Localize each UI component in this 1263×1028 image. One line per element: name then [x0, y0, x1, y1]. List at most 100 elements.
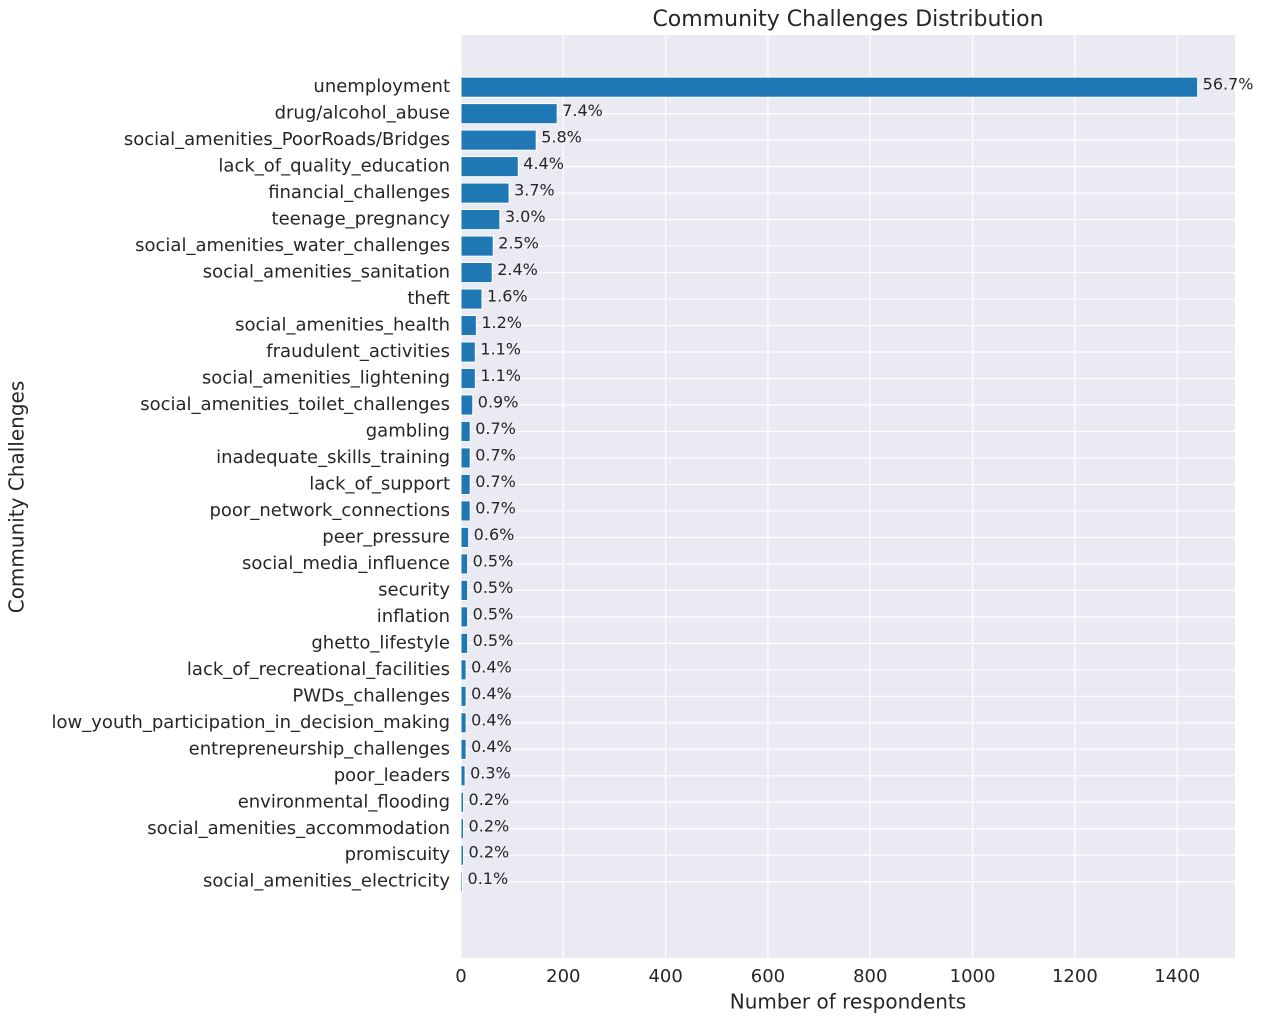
y-tick-label: drug/alcohol_abuse [275, 103, 450, 124]
y-tick-label: lack_of_support [309, 473, 450, 494]
value-label: 5.8% [541, 128, 582, 147]
y-tick-label: lack_of_quality_education [218, 156, 450, 177]
x-axis-label: Number of respondents [730, 990, 966, 1014]
y-tick-label: social_amenities_sanitation [203, 262, 450, 283]
y-tick-label: lack_of_recreational_facilities [187, 659, 450, 680]
y-tick-label: social_amenities_lightening [202, 368, 450, 389]
y-tick-label: inadequate_skills_training [216, 447, 450, 468]
y-tick-label: unemployment [313, 76, 450, 97]
bar [460, 606, 469, 628]
value-label: 0.2% [469, 843, 510, 862]
chart-title: Community Challenges Distribution [652, 7, 1043, 32]
bar [460, 367, 476, 390]
value-label: 0.4% [471, 684, 512, 703]
y-tick-label: poor_leaders [334, 765, 450, 786]
value-label: 0.5% [473, 604, 514, 623]
y-tick-label: social_amenities_toilet_challenges [140, 394, 450, 415]
y-tick-label: security [378, 579, 450, 600]
bar [460, 129, 537, 151]
bar [460, 871, 464, 893]
value-label: 0.5% [473, 578, 514, 597]
bar [460, 288, 483, 310]
bar [460, 447, 471, 469]
bar [460, 579, 469, 601]
bar [460, 526, 470, 548]
value-label: 0.5% [473, 631, 514, 650]
value-label: 0.7% [475, 472, 516, 491]
bar [460, 791, 465, 813]
y-tick-label: financial_challenges [268, 182, 450, 203]
bar [460, 314, 477, 337]
bar [460, 235, 494, 257]
y-tick-label: environmental_flooding [238, 791, 450, 812]
value-label: 0.4% [471, 737, 512, 756]
y-tick-label: promiscuity [345, 844, 451, 865]
value-label: 4.4% [523, 154, 564, 173]
y-tick-label: theft [407, 288, 450, 309]
y-tick-label: social_media_influence [242, 553, 450, 574]
bar [460, 659, 467, 681]
bar [460, 632, 469, 654]
value-label: 1.2% [481, 313, 522, 332]
x-tick-label: 1000 [950, 966, 996, 987]
y-tick-label: fraudulent_activities [266, 341, 450, 362]
bar [460, 844, 465, 866]
y-tick-label: low_youth_participation_in_decision_maki… [52, 712, 450, 733]
y-tick-label: social_amenities_water_challenges [135, 235, 450, 256]
y-tick-label: inflation [377, 606, 450, 627]
y-tick-label: social_amenities_electricity [203, 871, 450, 892]
x-tick-label: 600 [751, 966, 785, 987]
bar [460, 103, 558, 125]
y-tick-label: social_amenities_health [235, 315, 450, 336]
value-label: 0.7% [475, 498, 516, 517]
bar [460, 473, 471, 496]
value-label: 0.3% [470, 763, 511, 782]
plot-area [461, 35, 1235, 958]
bar [460, 712, 467, 734]
bar [460, 685, 467, 707]
x-tick-label: 800 [853, 966, 887, 987]
value-label: 56.7% [1203, 75, 1254, 94]
y-tick-label: entrepreneurship_challenges [189, 738, 450, 759]
bar [460, 500, 471, 522]
bar [460, 341, 476, 363]
value-label: 0.2% [469, 790, 510, 809]
y-tick-label: social_amenities_accommodation [147, 818, 450, 839]
value-label: 3.0% [505, 207, 546, 226]
y-tick-label: peer_pressure [322, 526, 450, 547]
value-label: 1.1% [480, 366, 521, 385]
bar [460, 76, 1199, 98]
y-tick-label: ghetto_lifestyle [311, 632, 450, 653]
y-tick-label: gambling [366, 420, 450, 441]
value-label: 0.4% [471, 657, 512, 676]
y-tick-label: teenage_pregnancy [272, 209, 451, 230]
bar [460, 765, 466, 787]
value-label: 0.5% [473, 551, 514, 570]
x-tick-label: 0 [455, 966, 466, 987]
value-label: 2.4% [497, 260, 538, 279]
value-label: 0.9% [478, 392, 519, 411]
x-tick-label: 1400 [1154, 966, 1200, 987]
y-tick-label: poor_network_connections [209, 500, 450, 521]
value-label: 2.5% [498, 234, 539, 253]
bar [460, 182, 510, 204]
value-label: 3.7% [514, 181, 555, 200]
value-label: 0.7% [475, 419, 516, 438]
value-label: 0.2% [469, 816, 510, 835]
y-tick-label: PWDs_challenges [292, 685, 450, 706]
value-label: 0.1% [468, 869, 509, 888]
y-tick-label: social_amenities_PoorRoads/Bridges [124, 129, 450, 150]
value-label: 1.6% [487, 287, 528, 306]
value-label: 1.1% [480, 340, 521, 359]
x-tick-label: 400 [648, 966, 682, 987]
value-label: 7.4% [562, 101, 603, 120]
value-label: 0.4% [471, 710, 512, 729]
bar [460, 262, 493, 284]
bar [460, 818, 465, 840]
bar [460, 553, 469, 575]
bar [460, 738, 467, 760]
bar [460, 394, 474, 416]
value-label: 0.7% [475, 445, 516, 464]
bar [460, 209, 501, 231]
